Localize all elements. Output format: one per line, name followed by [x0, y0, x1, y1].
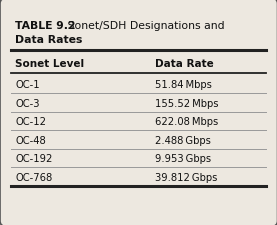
Text: Sonet Level: Sonet Level	[15, 58, 84, 68]
Text: OC-192: OC-192	[15, 153, 53, 163]
Text: TABLE 9.2: TABLE 9.2	[15, 21, 76, 31]
Text: OC-12: OC-12	[15, 117, 46, 126]
Text: OC-3: OC-3	[15, 98, 40, 108]
Text: OC-48: OC-48	[15, 135, 46, 145]
Text: 51.84 Mbps: 51.84 Mbps	[155, 80, 212, 90]
Text: 622.08 Mbps: 622.08 Mbps	[155, 117, 218, 126]
Text: Data Rate: Data Rate	[155, 58, 214, 68]
Text: 9.953 Gbps: 9.953 Gbps	[155, 153, 211, 163]
Text: OC-1: OC-1	[15, 80, 40, 90]
Text: 39.812 Gbps: 39.812 Gbps	[155, 172, 217, 182]
Text: Sonet/SDH Designations and: Sonet/SDH Designations and	[64, 21, 224, 31]
Text: 2.488 Gbps: 2.488 Gbps	[155, 135, 211, 145]
Text: 155.52 Mbps: 155.52 Mbps	[155, 98, 219, 108]
Text: OC-768: OC-768	[15, 172, 52, 182]
Text: Data Rates: Data Rates	[15, 35, 83, 45]
